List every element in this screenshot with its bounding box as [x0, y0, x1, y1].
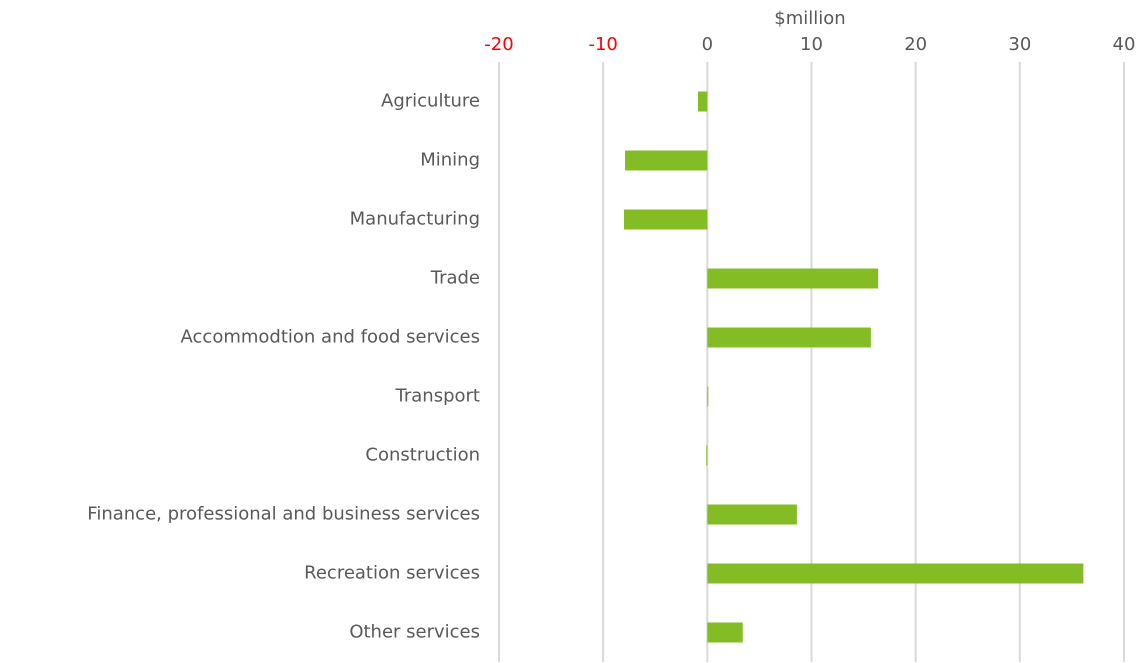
y-tick-label: Agriculture — [381, 91, 480, 112]
bar — [625, 150, 708, 171]
y-tick-label: Mining — [420, 150, 480, 171]
bar — [707, 268, 879, 289]
x-tick-label: 20 — [904, 34, 927, 55]
y-tick-label: Trade — [430, 268, 480, 289]
x-tick-label: 10 — [800, 34, 823, 55]
bar — [697, 91, 708, 112]
y-tick-label: Recreation services — [304, 563, 480, 584]
bar — [624, 209, 708, 230]
y-tick-label: Construction — [365, 445, 480, 466]
y-tick-label: Other services — [349, 622, 480, 643]
x-tick-label: -10 — [588, 34, 617, 55]
x-axis-label: $million — [774, 8, 845, 29]
x-tick-label: 30 — [1008, 34, 1031, 55]
bar — [707, 622, 743, 643]
bar — [707, 327, 871, 348]
y-tick-label: Manufacturing — [350, 209, 480, 230]
x-tick-label: 40 — [1113, 34, 1136, 55]
bar — [707, 386, 709, 407]
y-tick-label: Accommodtion and food services — [181, 327, 480, 348]
y-tick-label: Transport — [395, 386, 480, 407]
bar — [707, 563, 1084, 584]
bar — [707, 504, 797, 525]
y-tick-label: Finance, professional and business servi… — [87, 504, 480, 525]
x-tick-label: -20 — [484, 34, 513, 55]
x-tick-label: 0 — [702, 34, 713, 55]
bar — [706, 445, 708, 466]
